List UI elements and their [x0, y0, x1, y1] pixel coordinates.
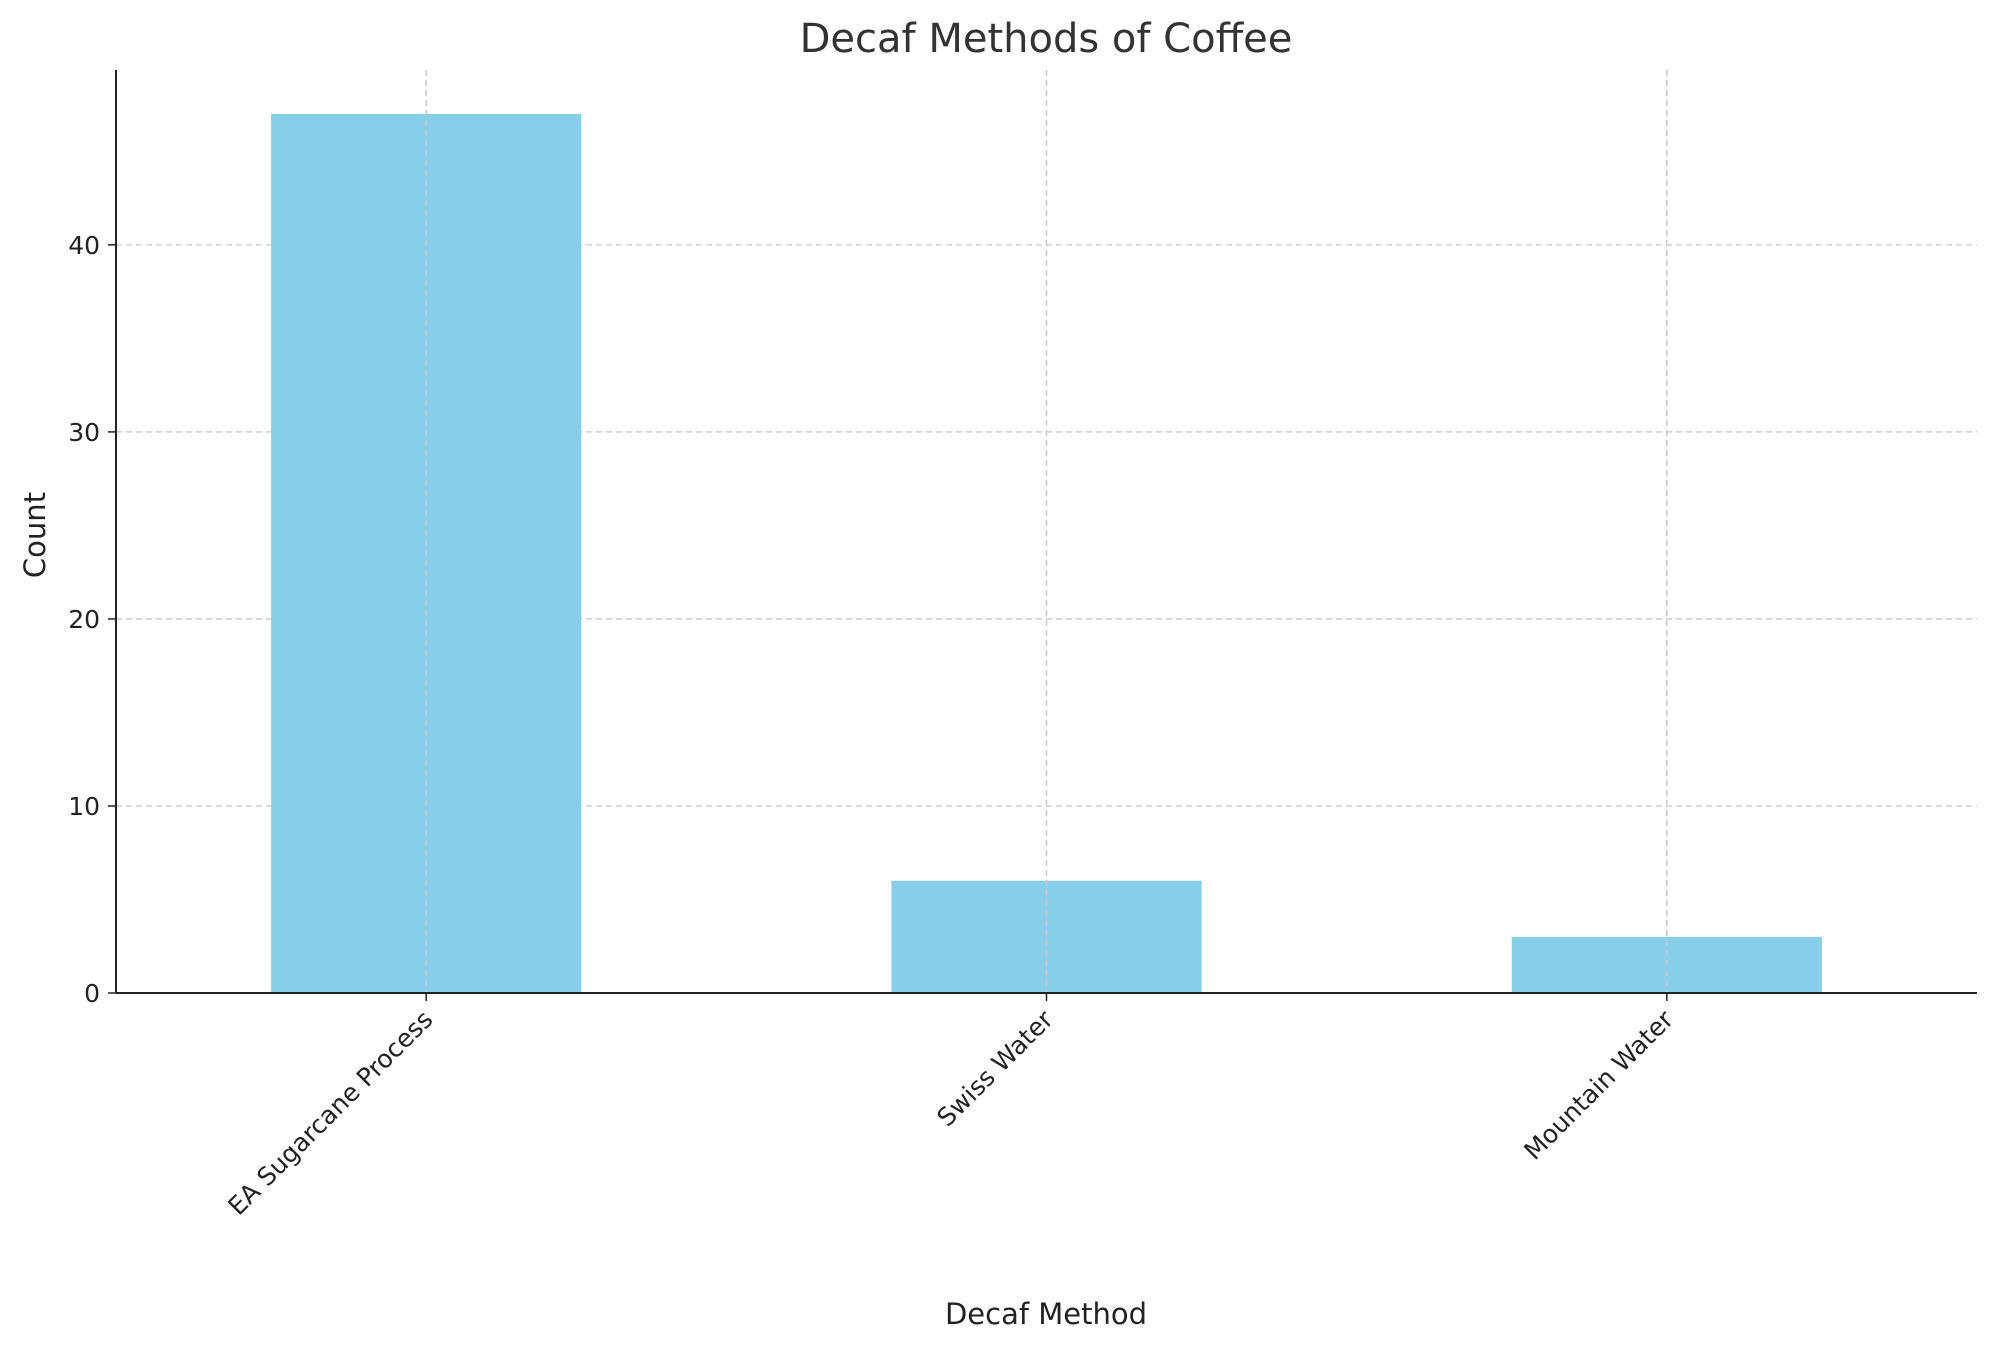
x-tick-label: EA Sugarcane Process — [222, 1005, 438, 1221]
x-axis-label: Decaf Method — [945, 1297, 1147, 1331]
y-tick-label: 20 — [68, 605, 100, 634]
chart-title: Decaf Methods of Coffee — [800, 16, 1293, 62]
bar — [891, 880, 1202, 993]
y-tick-label: 30 — [68, 418, 100, 447]
y-tick-label: 10 — [68, 792, 100, 821]
y-tick-label: 40 — [68, 231, 100, 260]
y-axis-label: Count — [18, 492, 52, 578]
y-tick-label: 0 — [84, 979, 100, 1008]
x-tick-label: Swiss Water — [931, 1004, 1059, 1132]
x-tick-label: Mountain Water — [1518, 1004, 1679, 1165]
